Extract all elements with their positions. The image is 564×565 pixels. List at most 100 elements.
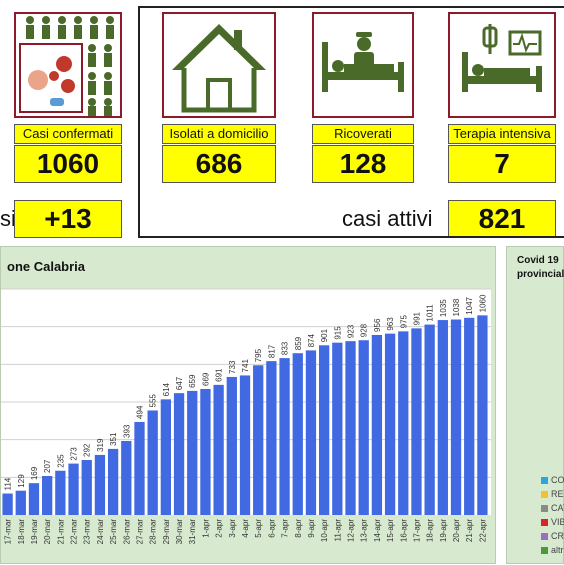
data-label-10-apr: 901 (320, 328, 329, 342)
tick-label-25-mar: 25-mar (109, 519, 118, 545)
data-label-6-apr: 817 (267, 344, 276, 358)
bar-30-mar (173, 393, 185, 515)
domicilio-value: 686 (162, 145, 276, 183)
legend-label: CRO (551, 531, 564, 541)
attivi-label: casi attivi (342, 206, 433, 231)
tick-label-1-apr: 1-apr (201, 519, 210, 538)
tick-label-30-mar: 30-mar (175, 519, 184, 545)
ricoverati-label: Ricoverati (312, 124, 414, 144)
data-label-31-mar: 659 (188, 374, 197, 388)
tick-label-11-apr: 11-apr (333, 519, 342, 542)
data-label-16-apr: 975 (399, 314, 408, 328)
data-label-29-mar: 614 (162, 382, 171, 396)
data-label-9-apr: 874 (307, 334, 316, 348)
ricoverati-value: 128 (312, 145, 414, 183)
tick-label-20-apr: 20-apr (452, 519, 461, 542)
legend-swatch (541, 505, 548, 512)
data-label-14-apr: 956 (373, 318, 382, 332)
bar-3-apr (226, 376, 237, 515)
bar-23-mar (81, 460, 92, 515)
legend-label: REG (551, 489, 564, 499)
chart-title: one Calabria (7, 259, 86, 274)
legend-label: CAT (551, 503, 564, 513)
data-label-8-apr: 859 (294, 336, 303, 350)
data-label-15-apr: 963 (386, 317, 395, 331)
bar-22-apr (477, 315, 488, 515)
tick-label-31-mar: 31-mar (188, 519, 197, 545)
intensive-care-icon (462, 24, 542, 92)
confermati-label: Casi confermati (14, 124, 122, 144)
data-label-21-mar: 235 (56, 454, 65, 468)
data-label-13-apr: 928 (360, 323, 369, 337)
bar-17-mar (2, 493, 13, 515)
side-panel: Covid 19 provincial CO REG CAT VIB CRO altr (506, 246, 564, 564)
bar-15-apr (384, 333, 396, 515)
bar-7-apr (279, 358, 290, 515)
data-label-30-mar: 647 (175, 376, 184, 390)
bar-20-mar (42, 476, 53, 515)
data-label-28-mar: 555 (149, 394, 158, 408)
tick-label-8-apr: 8-apr (294, 519, 303, 538)
data-label-12-apr: 923 (347, 324, 356, 338)
tick-label-16-apr: 16-apr (399, 519, 408, 542)
tick-label-28-mar: 28-mar (149, 519, 158, 545)
data-label-7-apr: 833 (281, 341, 290, 355)
data-label-22-mar: 273 (70, 447, 79, 461)
terapia-label: Terapia intensiva (448, 124, 556, 144)
data-label-5-apr: 795 (254, 348, 263, 362)
bar-4-apr (239, 375, 251, 515)
attivi-value: 821 (448, 200, 556, 238)
tick-label-22-mar: 22-mar (70, 519, 79, 545)
tick-label-17-mar: 17-mar (4, 519, 13, 545)
divider-vertical (138, 6, 140, 238)
tick-label-7-apr: 7-apr (281, 519, 290, 538)
bar-27-mar (134, 421, 145, 515)
divider-bottom (140, 236, 564, 238)
tick-label-10-apr: 10-apr (320, 519, 329, 542)
data-label-3-apr: 733 (228, 360, 237, 374)
tick-label-24-mar: 24-mar (96, 519, 105, 545)
legend-swatch (541, 547, 548, 554)
tick-label-13-apr: 13-apr (360, 519, 369, 542)
data-label-1-apr: 669 (201, 372, 210, 386)
hospital-bed-icon (322, 32, 404, 92)
data-label-19-apr: 1035 (439, 299, 448, 317)
legend-label: altr (551, 545, 564, 555)
bar-10-apr (318, 345, 330, 515)
data-label-19-mar: 169 (30, 466, 39, 480)
bar-18-mar (15, 490, 26, 515)
data-label-20-mar: 207 (43, 459, 52, 473)
tick-label-4-apr: 4-apr (241, 519, 250, 538)
tick-label-9-apr: 9-apr (307, 519, 316, 538)
data-label-24-mar: 319 (96, 438, 105, 452)
bar-24-mar (94, 454, 106, 515)
confermati-value: 1060 (14, 145, 122, 183)
bar-22-mar (68, 463, 79, 515)
side-title-1: Covid 19 (517, 255, 559, 266)
data-label-18-apr: 1011 (426, 304, 435, 322)
nuovi-label: si (0, 206, 16, 231)
tick-label-18-mar: 18-mar (17, 519, 26, 545)
data-label-25-mar: 351 (109, 432, 118, 446)
bar-28-mar (147, 410, 158, 515)
tick-label-18-apr: 18-apr (426, 519, 435, 542)
bar-13-apr (358, 340, 369, 515)
legend-label: CO (551, 475, 564, 485)
tick-label-21-apr: 21-apr (465, 519, 474, 542)
data-label-17-mar: 114 (4, 477, 13, 490)
data-label-4-apr: 741 (241, 359, 250, 373)
legend-swatch (541, 491, 548, 498)
tick-label-19-apr: 19-apr (439, 519, 448, 542)
bar-5-apr (253, 365, 264, 515)
bar-14-apr (371, 334, 383, 515)
data-label-21-apr: 1047 (465, 296, 474, 314)
bar-17-apr (411, 328, 422, 515)
tick-label-29-mar: 29-mar (162, 519, 171, 545)
tick-label-6-apr: 6-apr (267, 519, 276, 538)
data-label-11-apr: 915 (333, 326, 342, 340)
data-label-20-apr: 1038 (452, 298, 461, 316)
legend-swatch (541, 519, 548, 526)
legend-label: VIB (551, 517, 564, 527)
bar-16-apr (398, 331, 409, 516)
data-label-17-apr: 991 (412, 311, 421, 325)
